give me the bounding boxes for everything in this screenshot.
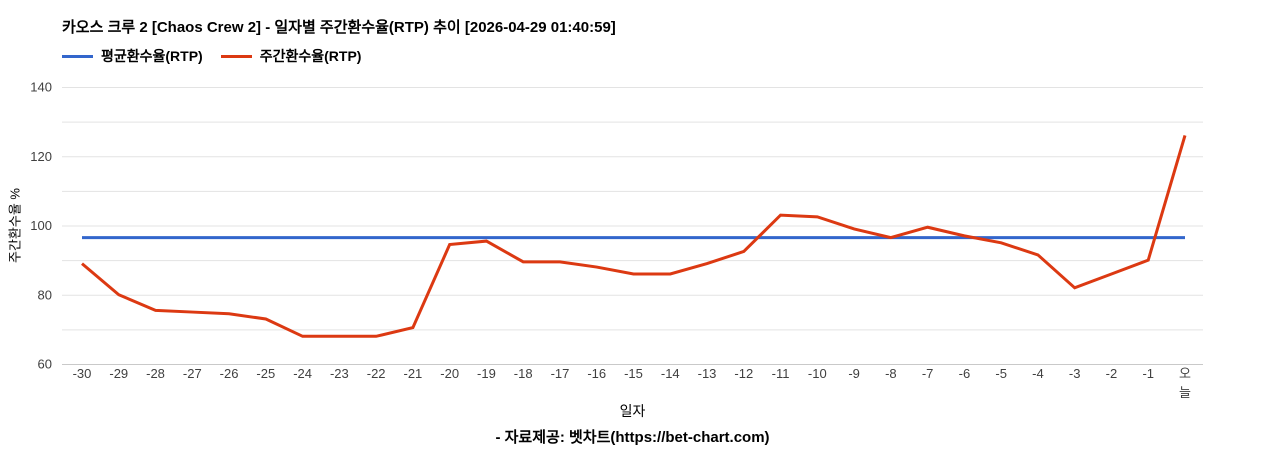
svg-text:-7: -7 (922, 366, 934, 381)
legend-item-weekly-rtp[interactable]: 주간환수율(RTP) (220, 46, 362, 66)
average-rtp-line-swatch (62, 54, 93, 58)
svg-text:-29: -29 (109, 366, 128, 381)
svg-text:-14: -14 (661, 366, 680, 381)
svg-text:-8: -8 (885, 366, 897, 381)
svg-text:-13: -13 (698, 366, 717, 381)
svg-text:-15: -15 (624, 366, 643, 381)
svg-text:-23: -23 (330, 366, 349, 381)
svg-text:-5: -5 (995, 366, 1007, 381)
svg-text:120: 120 (30, 149, 52, 164)
svg-text:-3: -3 (1069, 366, 1081, 381)
svg-text:-9: -9 (848, 366, 860, 381)
legend: 평균환수율(RTP) 주간환수율(RTP) (62, 46, 361, 66)
svg-text:-4: -4 (1032, 366, 1044, 381)
weekly-rtp-line-swatch (220, 54, 252, 58)
svg-text:-6: -6 (959, 366, 971, 381)
svg-text:오: 오 (1179, 366, 1191, 381)
svg-text:-28: -28 (146, 366, 165, 381)
svg-text:-18: -18 (514, 366, 533, 381)
svg-text:-24: -24 (293, 366, 312, 381)
svg-text:-17: -17 (551, 366, 570, 381)
svg-text:-30: -30 (73, 366, 92, 381)
chart-title: 카오스 크루 2 [Chaos Crew 2] - 일자별 주간환수율(RTP)… (62, 19, 616, 36)
svg-text:60: 60 (38, 357, 52, 372)
svg-text:-21: -21 (404, 366, 423, 381)
svg-text:-16: -16 (587, 366, 606, 381)
legend-label-weekly-rtp: 주간환수율(RTP) (259, 48, 362, 64)
svg-text:80: 80 (38, 287, 52, 302)
svg-text:-1: -1 (1142, 366, 1154, 381)
data-source-credit: - 자료제공: 벳차트(https://bet-chart.com) (495, 429, 770, 446)
svg-text:-27: -27 (183, 366, 202, 381)
svg-text:-20: -20 (440, 366, 459, 381)
svg-text:-26: -26 (220, 366, 239, 381)
legend-item-average-rtp[interactable]: 평균환수율(RTP) (62, 46, 203, 66)
svg-text:-12: -12 (734, 366, 753, 381)
x-axis-title: 일자 (619, 403, 646, 419)
svg-text:-10: -10 (808, 366, 827, 381)
svg-text:-19: -19 (477, 366, 496, 381)
svg-text:-2: -2 (1106, 366, 1118, 381)
legend-label-average-rtp: 평균환수율(RTP) (101, 48, 203, 64)
svg-text:-22: -22 (367, 366, 386, 381)
svg-text:140: 140 (30, 80, 52, 95)
svg-text:-11: -11 (772, 366, 790, 381)
svg-text:-25: -25 (256, 366, 275, 381)
svg-text:100: 100 (30, 218, 52, 233)
svg-text:늘: 늘 (1179, 385, 1191, 400)
